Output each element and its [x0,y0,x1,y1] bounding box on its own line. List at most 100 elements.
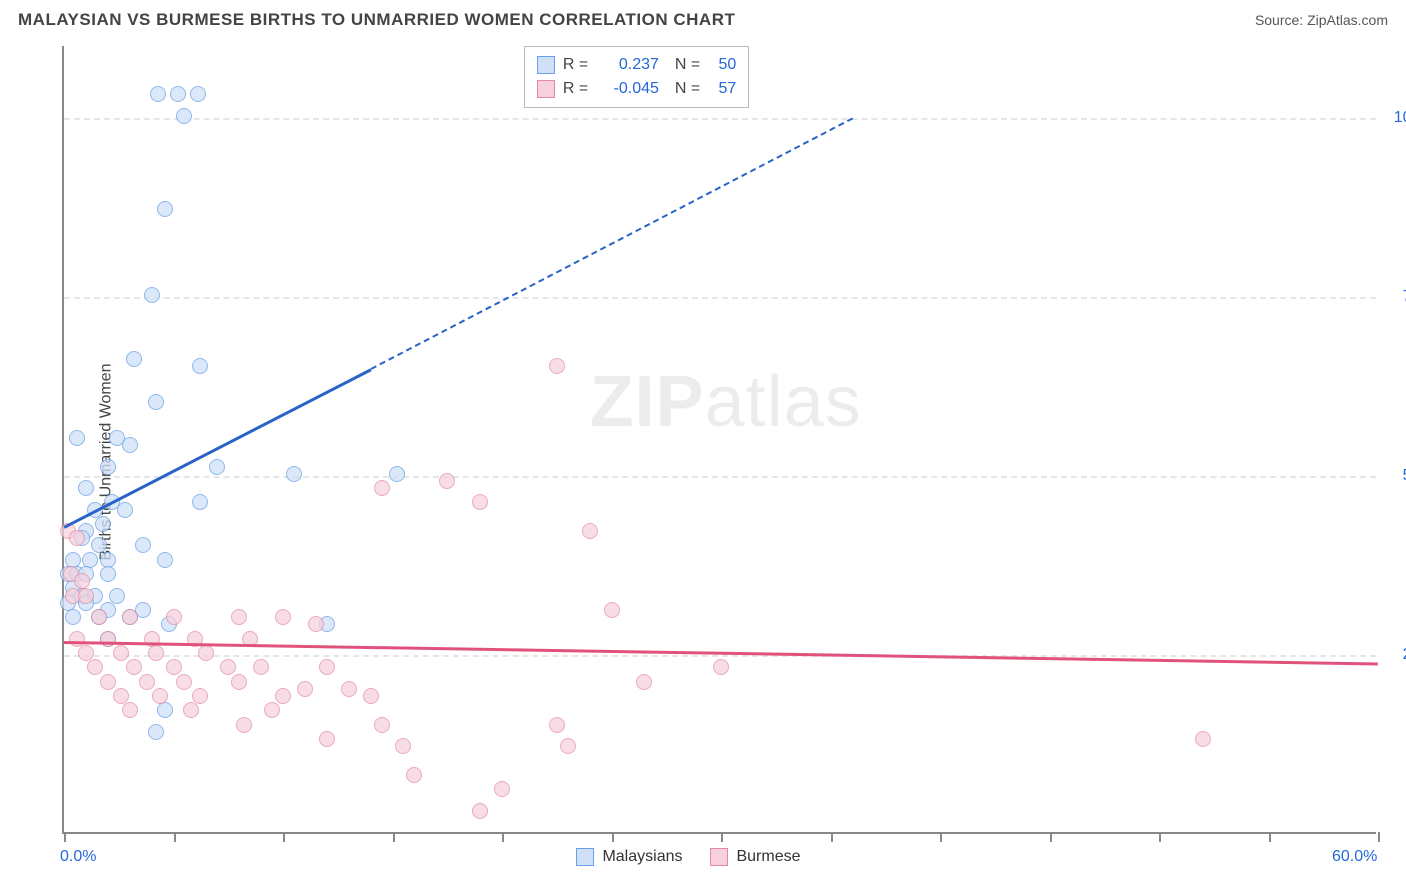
chart-title: MALAYSIAN VS BURMESE BIRTHS TO UNMARRIED… [18,10,735,30]
gridline [64,476,1376,478]
legend-label: Burmese [736,848,800,866]
scatter-point [122,609,138,625]
n-label: N = [675,77,700,101]
scatter-point [183,702,199,718]
scatter-point [150,86,166,102]
scatter-point [231,674,247,690]
scatter-point [152,688,168,704]
scatter-point [198,645,214,661]
scatter-point [319,731,335,747]
n-label: N = [675,53,700,77]
legend-label: Malaysians [602,848,682,866]
x-tick [283,832,285,842]
watermark-zip: ZIP [590,362,705,442]
scatter-point [65,609,81,625]
x-tick [940,832,942,842]
scatter-point [100,459,116,475]
scatter-point [78,480,94,496]
scatter-point [264,702,280,718]
scatter-point [363,688,379,704]
scatter-point [395,738,411,754]
scatter-point [236,717,252,733]
scatter-point [560,738,576,754]
scatter-point [126,351,142,367]
legend-item: Burmese [710,848,800,866]
y-tick-label: 25.0% [1403,646,1406,664]
scatter-point [549,358,565,374]
scatter-point [100,674,116,690]
scatter-point [91,537,107,553]
scatter-point [157,702,173,718]
x-tick [1159,832,1161,842]
scatter-point [374,480,390,496]
x-tick [831,832,833,842]
r-value: -0.045 [599,77,659,101]
legend-swatch [537,80,555,98]
trendline [63,368,371,528]
x-tick [721,832,723,842]
scatter-point [253,659,269,675]
legend-swatch [537,56,555,74]
scatter-point [389,466,405,482]
scatter-point [192,688,208,704]
x-tick [1050,832,1052,842]
scatter-point [190,86,206,102]
chart-header: MALAYSIAN VS BURMESE BIRTHS TO UNMARRIED… [0,0,1406,38]
scatter-point [78,645,94,661]
chart-area: Births to Unmarried Women ZIPatlas 25.0%… [14,38,1392,886]
r-label: R = [563,53,591,77]
scatter-point [87,659,103,675]
x-tick [612,832,614,842]
scatter-point [157,201,173,217]
scatter-point [113,645,129,661]
x-tick [1378,832,1380,842]
correlation-legend: R =0.237N =50R =-0.045N =57 [524,46,749,108]
legend-row: R = -0.045 N = 57 [537,77,736,101]
scatter-point [78,588,94,604]
scatter-point [472,803,488,819]
gridline [64,655,1376,657]
scatter-point [166,609,182,625]
watermark-atlas: atlas [705,362,862,442]
scatter-point [308,616,324,632]
legend-swatch [576,848,594,866]
scatter-point [275,609,291,625]
scatter-point [176,674,192,690]
scatter-point [231,609,247,625]
legend-row: R =0.237N =50 [537,53,736,77]
scatter-point [713,659,729,675]
gridline [64,118,1376,120]
x-tick [393,832,395,842]
scatter-point [549,717,565,733]
n-value: 57 [708,77,736,101]
scatter-point [126,659,142,675]
scatter-point [275,688,291,704]
scatter-point [113,688,129,704]
scatter-point [117,502,133,518]
y-tick-label: 100.0% [1394,109,1406,127]
x-tick-label: 0.0% [60,848,96,866]
watermark: ZIPatlas [590,361,862,443]
scatter-point [176,108,192,124]
trendline-dashed [370,118,853,370]
scatter-point [95,516,111,532]
scatter-point [69,430,85,446]
scatter-point [604,602,620,618]
chart-source: Source: ZipAtlas.com [1255,12,1388,28]
scatter-point [139,674,155,690]
scatter-point [582,523,598,539]
scatter-point [157,552,173,568]
scatter-point [406,767,422,783]
r-label: R = [563,77,591,101]
scatter-point [144,287,160,303]
x-tick [502,832,504,842]
series-legend: Malaysians Burmese [576,848,800,866]
scatter-point [1195,731,1211,747]
scatter-point [122,437,138,453]
n-value: 50 [708,53,736,77]
scatter-point [192,358,208,374]
scatter-point [69,530,85,546]
y-tick-label: 50.0% [1403,467,1406,485]
scatter-point [122,702,138,718]
scatter-point [148,394,164,410]
